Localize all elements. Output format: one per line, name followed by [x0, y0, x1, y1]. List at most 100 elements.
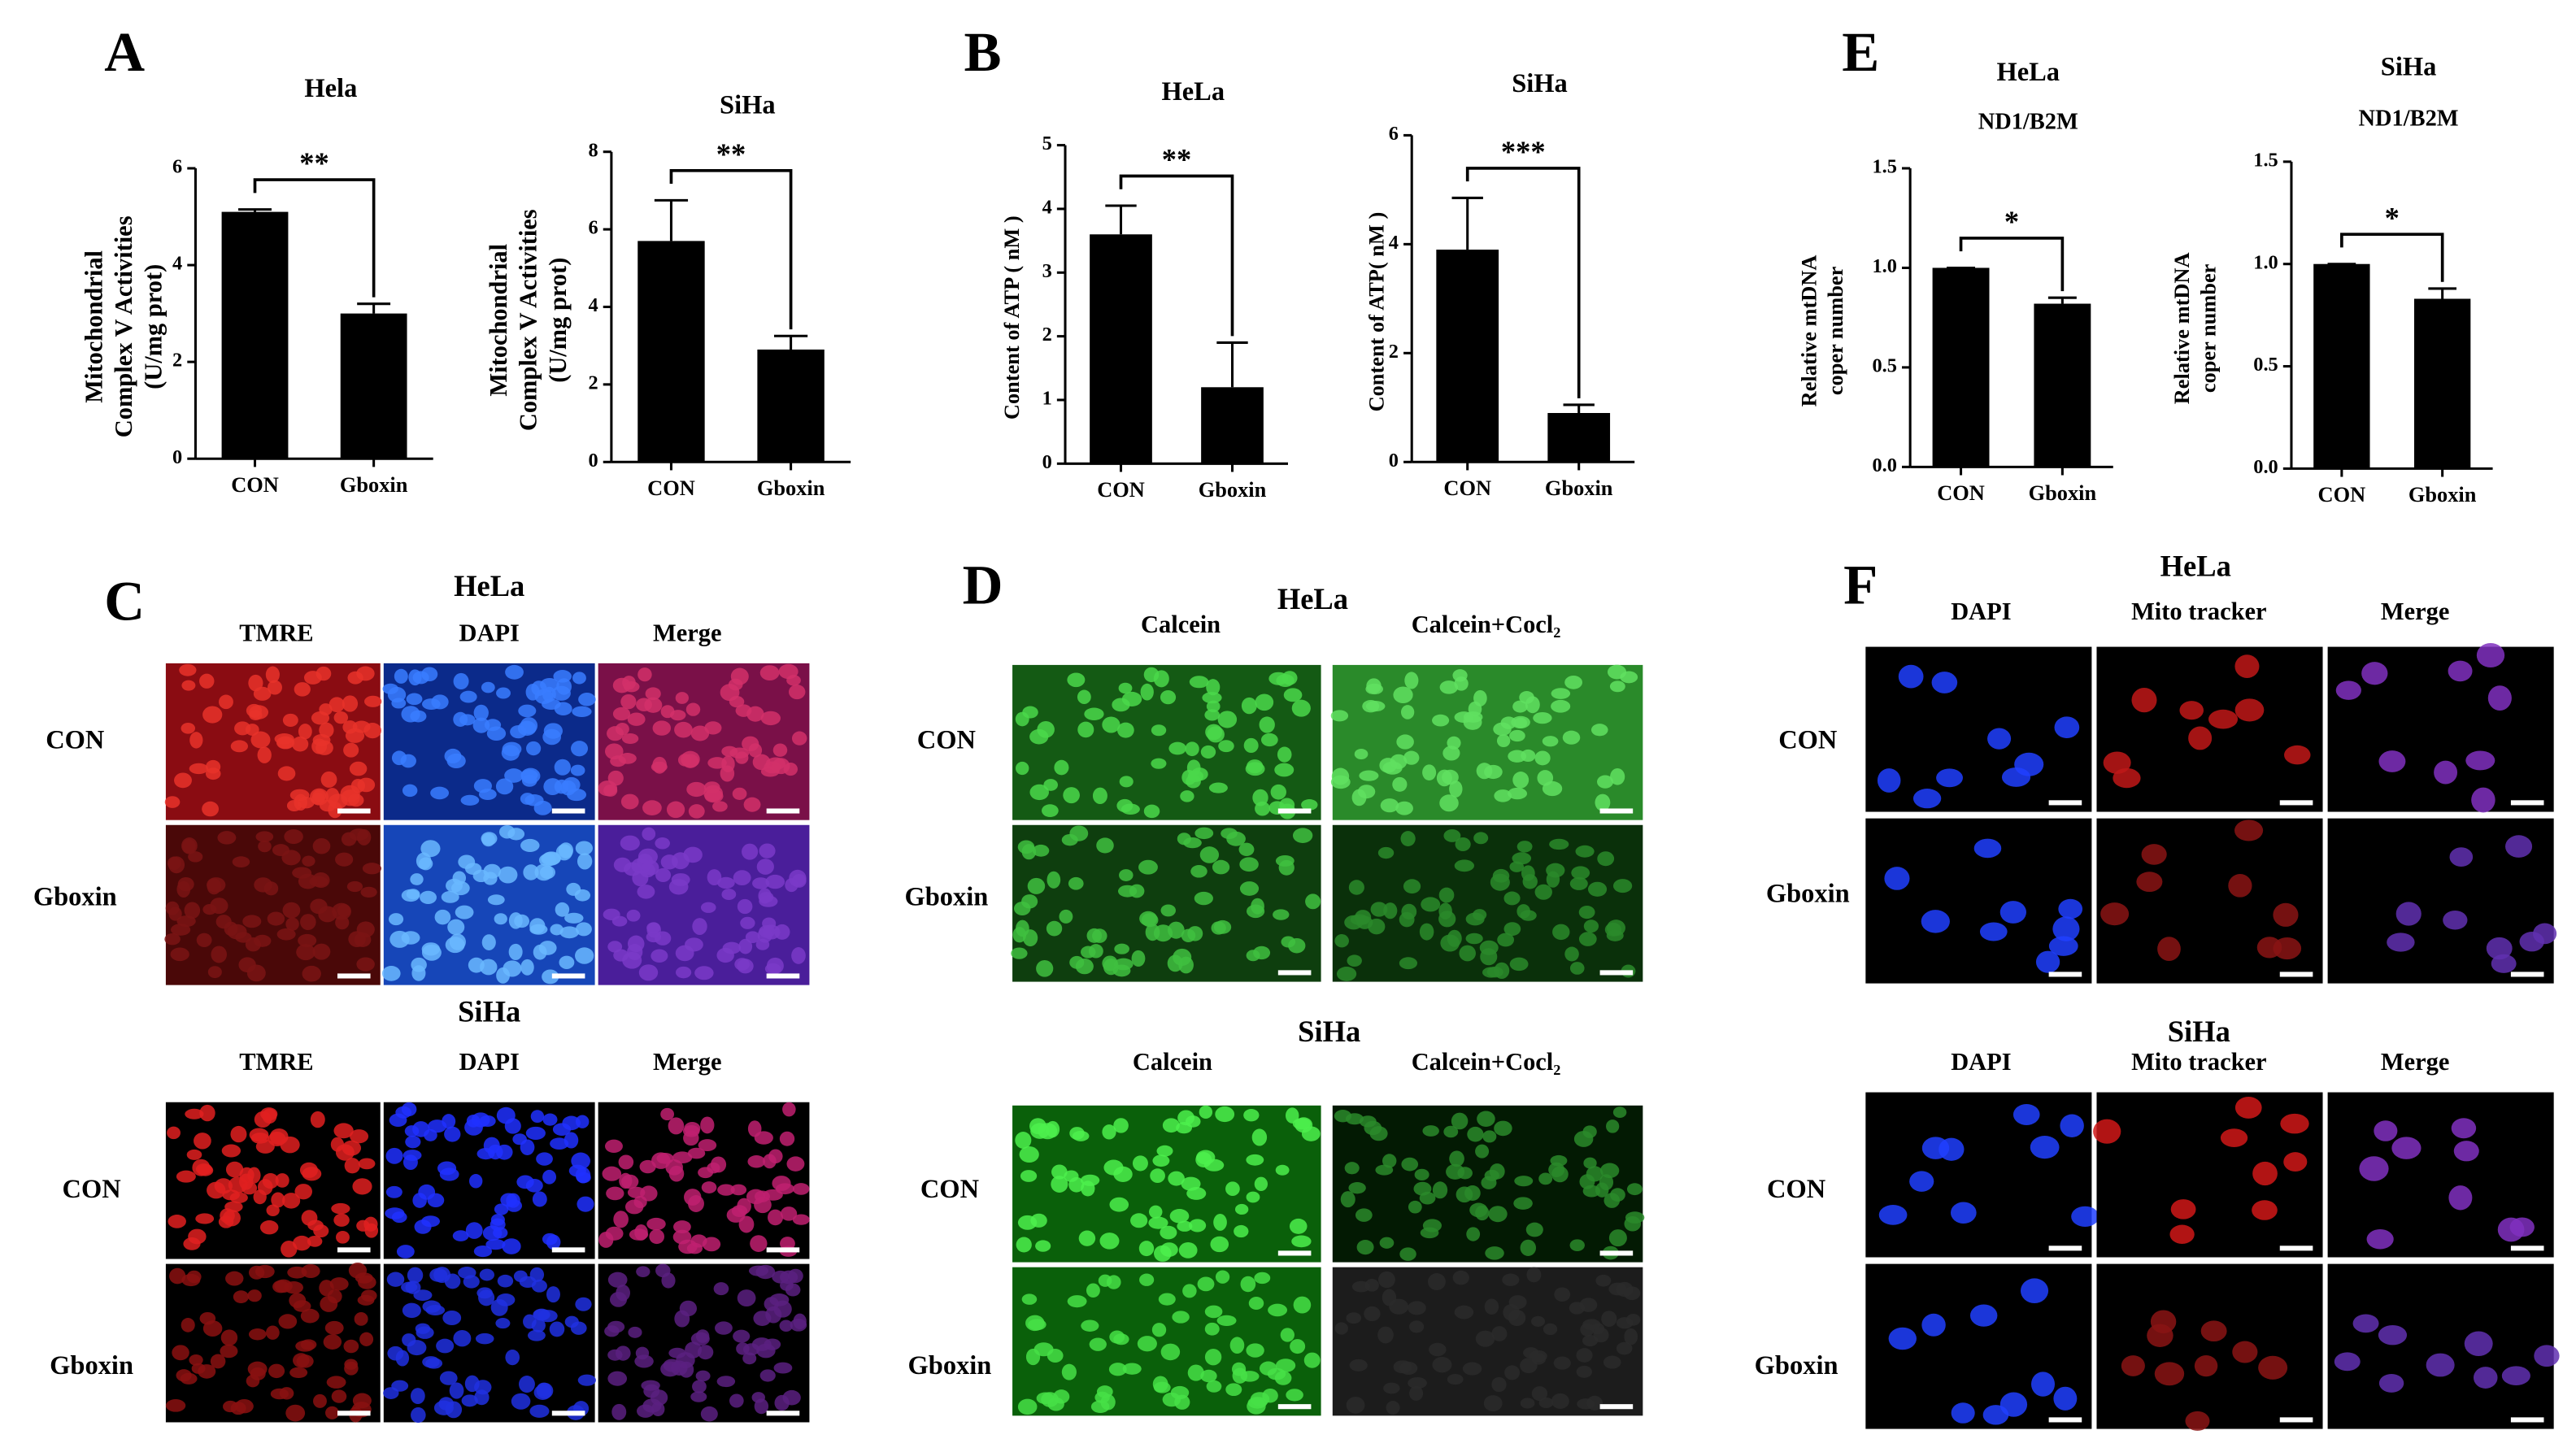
cell	[1999, 901, 2026, 924]
cell	[642, 1398, 662, 1413]
cell	[1597, 851, 1615, 867]
cell	[1490, 873, 1510, 891]
cell	[785, 1283, 801, 1297]
cell	[1119, 776, 1134, 788]
cell	[1595, 1182, 1609, 1198]
cell	[1064, 1170, 1079, 1182]
cell	[401, 706, 420, 723]
cell	[773, 1362, 793, 1374]
cell	[320, 771, 337, 788]
cell	[520, 1139, 535, 1155]
y-tick-label: 1.5	[1872, 156, 1896, 178]
cell	[405, 1135, 421, 1149]
cell	[1377, 846, 1395, 859]
cell	[2448, 1185, 2473, 1211]
column-label: DAPI	[1951, 598, 2011, 625]
cell	[733, 1329, 751, 1343]
cell	[1246, 1343, 1264, 1358]
cell	[473, 704, 489, 721]
cell	[1526, 1267, 1542, 1283]
cell	[2054, 716, 2080, 739]
cell	[2093, 1119, 2121, 1144]
cell	[786, 1156, 805, 1172]
cell	[2053, 1386, 2078, 1411]
cell	[181, 1318, 195, 1332]
cell	[1234, 1203, 1249, 1215]
cell	[1465, 932, 1483, 945]
cell	[202, 706, 223, 724]
cell	[1370, 902, 1388, 917]
micrograph-bg	[2096, 1263, 2323, 1429]
cell	[2387, 932, 2415, 952]
micrograph	[165, 1262, 381, 1423]
cell	[1606, 919, 1625, 937]
cell	[1216, 1315, 1237, 1326]
cell	[354, 1312, 368, 1326]
micrograph-bg	[1865, 1092, 2092, 1258]
cell	[176, 880, 191, 898]
cell	[439, 1167, 459, 1181]
scale-bar	[766, 973, 800, 979]
cell	[225, 1161, 244, 1178]
cell	[429, 1267, 448, 1282]
micrograph	[598, 1102, 810, 1259]
cell	[1119, 869, 1134, 881]
cell	[564, 1132, 579, 1149]
y-tick-label: 2	[1042, 324, 1052, 346]
cell	[453, 1329, 472, 1347]
cell	[1017, 1215, 1038, 1230]
cell	[656, 1152, 674, 1164]
cell	[1408, 1377, 1427, 1389]
cell	[1504, 1365, 1521, 1380]
y-tick-label: 0.5	[1872, 355, 1896, 377]
scale-bar	[551, 1247, 585, 1253]
x-tick-label: Gboxin	[757, 476, 825, 500]
cell	[1088, 944, 1103, 959]
cell	[2486, 937, 2513, 960]
cell	[343, 742, 359, 758]
cell	[1597, 775, 1614, 789]
cell	[1106, 1275, 1121, 1289]
cell	[652, 720, 672, 736]
cell	[2284, 745, 2311, 765]
cell	[508, 912, 523, 929]
cell	[1158, 1293, 1176, 1306]
cell	[1084, 707, 1104, 720]
scale-bar	[2279, 1246, 2313, 1251]
cell	[496, 1144, 513, 1160]
error-bar	[1563, 403, 1595, 413]
cell	[181, 837, 198, 854]
cell	[710, 1156, 727, 1173]
cell	[1488, 1206, 1508, 1223]
cell	[401, 1281, 418, 1293]
cell	[496, 967, 510, 984]
scale-bar	[551, 1411, 585, 1416]
cell	[508, 943, 523, 961]
cell	[692, 918, 707, 935]
cell	[402, 1302, 421, 1319]
cell	[1051, 1176, 1068, 1193]
cell	[1251, 898, 1264, 915]
cell	[1607, 664, 1627, 680]
cell	[232, 856, 250, 868]
y-tick-label: 0	[1389, 450, 1399, 472]
cell	[1281, 936, 1296, 948]
row-label: CON	[917, 726, 977, 755]
column-label: TMRE	[239, 619, 313, 646]
cell	[1081, 1319, 1099, 1332]
cell	[668, 1347, 686, 1359]
cell	[186, 1270, 202, 1284]
cell	[577, 853, 593, 870]
cell	[1482, 1130, 1497, 1143]
cell	[1366, 678, 1382, 694]
y-tick-label: 0	[588, 450, 598, 472]
cell	[481, 934, 496, 950]
cell	[610, 755, 626, 767]
y-axis-label: coper number	[2196, 263, 2221, 393]
cell	[1246, 1191, 1260, 1203]
cell	[1303, 1352, 1321, 1368]
cell	[1086, 1283, 1100, 1298]
chart-title: HeLa	[1996, 58, 2060, 87]
column-label: Calcein	[1133, 1048, 1212, 1076]
cell	[675, 692, 689, 704]
